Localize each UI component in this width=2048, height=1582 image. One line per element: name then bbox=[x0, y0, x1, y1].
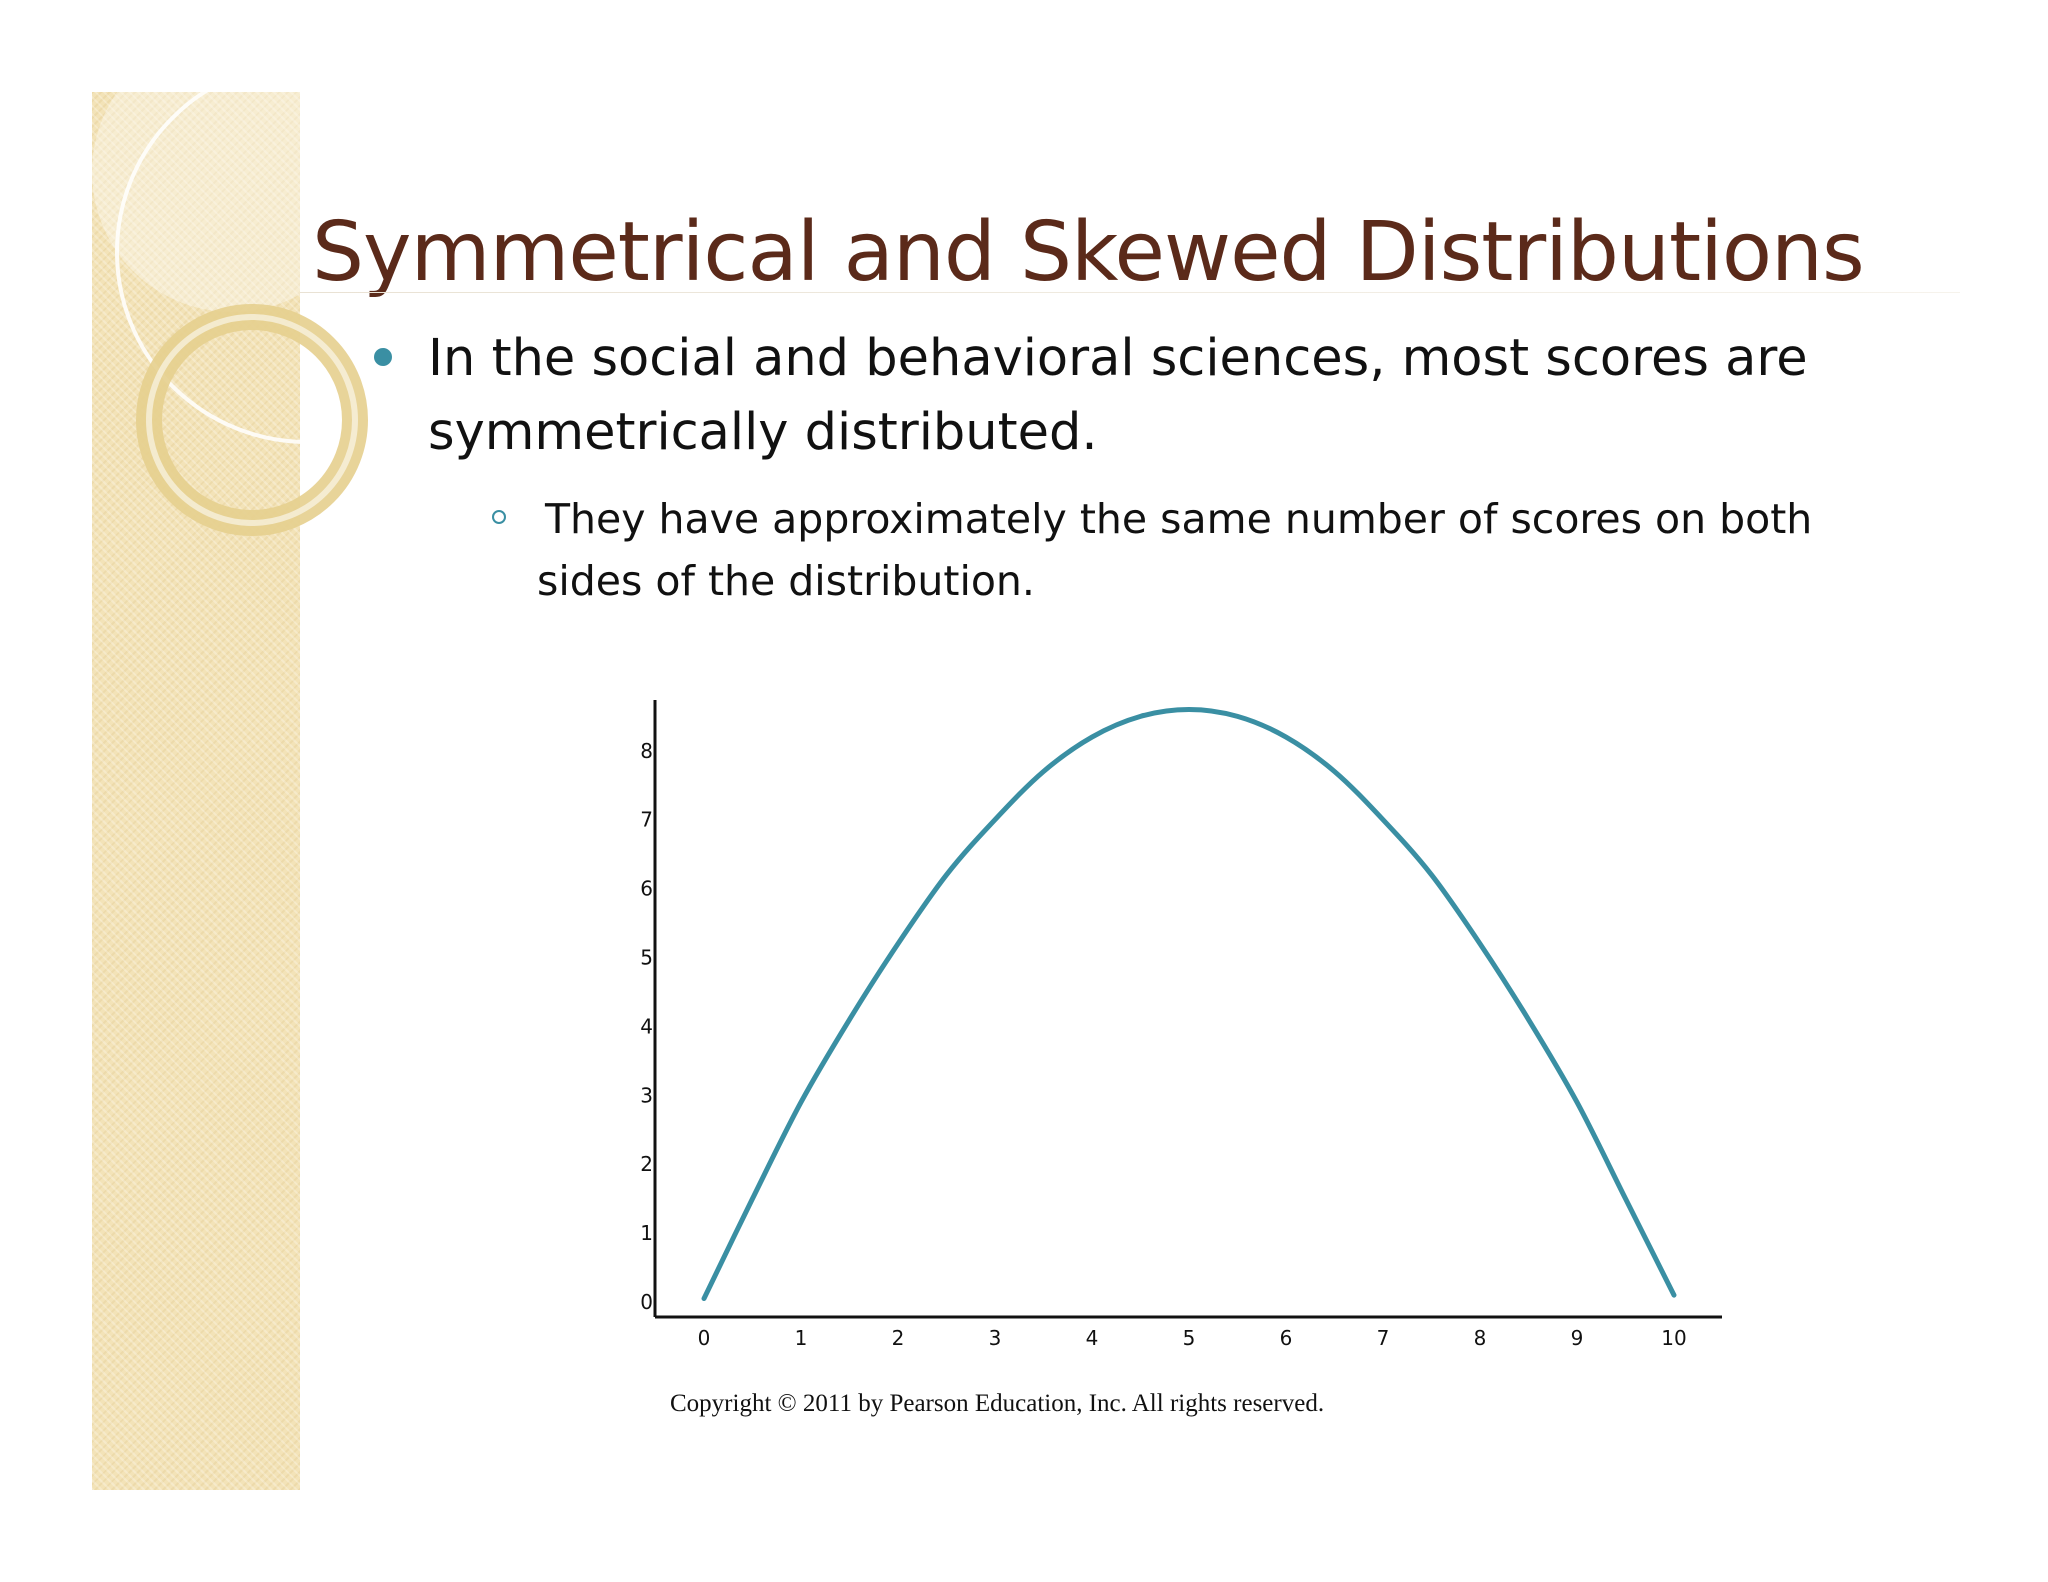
bullet-level-1-text: In the social and behavioral sciences, m… bbox=[428, 329, 1808, 462]
distribution-chart: 0 1 2 3 4 5 6 7 8 0 1 2 3 4 5 6 7 8 9 10 bbox=[640, 700, 1722, 1350]
title-divider bbox=[300, 292, 1960, 293]
y-tick-label: 2 bbox=[640, 1152, 653, 1176]
slide-title: Symmetrical and Skewed Distributions bbox=[312, 205, 1865, 300]
y-tick-label: 0 bbox=[640, 1290, 653, 1314]
x-tick-label: 1 bbox=[795, 1326, 808, 1350]
y-tick-label: 5 bbox=[640, 946, 653, 970]
bullet-level-2-text: They have approximately the same number … bbox=[537, 495, 1813, 605]
x-tick-label: 6 bbox=[1280, 1326, 1293, 1350]
x-tick-label: 7 bbox=[1377, 1326, 1390, 1350]
x-tick-label: 8 bbox=[1474, 1326, 1487, 1350]
x-tick-label: 2 bbox=[892, 1326, 905, 1350]
decorative-side-band bbox=[92, 92, 300, 1490]
bullet-level-1: In the social and behavioral sciences, m… bbox=[374, 322, 1848, 470]
y-tick-label: 4 bbox=[640, 1014, 653, 1038]
y-tick-label: 8 bbox=[640, 739, 653, 763]
bullet-level-2: They have approximately the same number … bbox=[492, 488, 1857, 612]
x-tick-label: 9 bbox=[1571, 1326, 1584, 1350]
curve-line bbox=[701, 706, 1677, 1302]
y-tick-label: 1 bbox=[640, 1221, 653, 1245]
x-tick-label: 10 bbox=[1661, 1326, 1686, 1350]
x-tick-label: 4 bbox=[1086, 1326, 1099, 1350]
x-tick-label: 0 bbox=[698, 1326, 711, 1350]
x-tick-label: 5 bbox=[1183, 1326, 1196, 1350]
y-tick-label: 6 bbox=[640, 877, 653, 901]
bullet-dot-icon bbox=[374, 348, 392, 366]
y-tick-label: 3 bbox=[640, 1083, 653, 1107]
copyright-notice: Copyright © 2011 by Pearson Education, I… bbox=[670, 1390, 1325, 1417]
x-tick-label: 3 bbox=[989, 1326, 1002, 1350]
bullet-ring-icon bbox=[492, 510, 506, 524]
y-tick-label: 7 bbox=[640, 808, 653, 832]
